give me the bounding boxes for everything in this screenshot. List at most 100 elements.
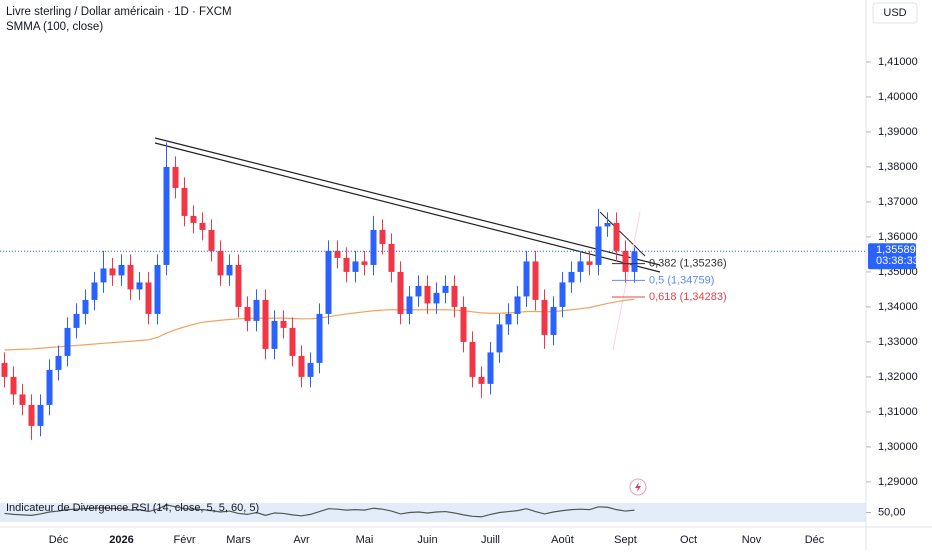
candle-body (163, 166, 170, 265)
candle-body (559, 282, 566, 307)
x-tick-label: Déc (805, 534, 825, 546)
x-tick-label: Juill (481, 534, 500, 546)
candle-body (343, 257, 350, 272)
candle-body (136, 282, 143, 290)
candle-body (55, 355, 62, 370)
candle-body (622, 250, 629, 272)
alert-icon-bolt[interactable] (635, 482, 641, 492)
x-tick-label: Oct (680, 534, 697, 546)
candle-body (397, 271, 404, 314)
candle-body (28, 404, 35, 426)
candle-body (370, 229, 377, 265)
candle-body (262, 299, 269, 349)
candle-body (280, 320, 287, 328)
candle-body (1, 362, 8, 377)
candle-body (172, 166, 179, 188)
candle-body (379, 229, 386, 244)
candle-body (208, 229, 215, 251)
symbol-title: Livre sterling / Dollar américain · 1D ·… (6, 6, 232, 18)
currency-button-label[interactable]: USD (883, 7, 906, 19)
candle-body (73, 313, 80, 328)
candle-body (226, 264, 233, 276)
candle-body (145, 282, 152, 314)
x-tick-label: Avr (293, 534, 310, 546)
y-tick-label: 1,39000 (878, 126, 918, 138)
x-tick-label: Déc (49, 534, 69, 546)
candle-body (352, 261, 359, 272)
candle-body (235, 264, 242, 307)
candle-body (82, 299, 89, 314)
candle-body (109, 268, 116, 276)
trendline (154, 137, 661, 266)
candle-body (487, 352, 494, 384)
candle-body (334, 250, 341, 258)
candle-body (100, 268, 107, 283)
candle-body (406, 296, 413, 314)
candle-body (271, 320, 278, 349)
fib-label: 0,618 (1,34283) (649, 291, 727, 303)
y-tick-label: 1,30000 (878, 441, 918, 453)
x-tick-label: Févr (174, 534, 196, 546)
y-tick-label: 1,32000 (878, 371, 918, 383)
price-tag (868, 243, 916, 270)
candle-body (217, 250, 224, 276)
candle-body (10, 376, 17, 395)
candle-body (46, 369, 53, 405)
x-tick-label: Mars (226, 534, 251, 546)
y-tick-label: 1,36000 (878, 231, 918, 243)
candle-body (532, 261, 539, 300)
y-tick-label: 1,34000 (878, 301, 918, 313)
x-tick-label: Juin (417, 534, 437, 546)
y-tick-label: 1,33000 (878, 336, 918, 348)
candle-body (316, 313, 323, 363)
candle-body (253, 299, 260, 321)
candle-body (541, 299, 548, 335)
x-tick-label: Mai (356, 534, 374, 546)
candle-body (325, 250, 332, 314)
rsi-line (4, 504, 635, 518)
candle-body (514, 296, 521, 314)
fib-label: 0,382 (1,35236) (649, 258, 727, 270)
fib-line (612, 211, 641, 351)
y-tick-label: 1,31000 (878, 406, 918, 418)
candle-body (64, 327, 71, 356)
candle-body (415, 285, 422, 297)
rsi-tick-label: 50,00 (878, 506, 906, 518)
candle-body (118, 264, 125, 276)
x-tick-label: Août (551, 534, 574, 546)
candle-body (298, 355, 305, 377)
y-tick-label: 1,37000 (878, 196, 918, 208)
candle-body (469, 341, 476, 377)
x-tick-label: 2026 (109, 534, 133, 546)
candle-body (307, 362, 314, 377)
y-tick-label: 1,41000 (878, 56, 918, 68)
candle-body (631, 251, 638, 272)
candle-body (595, 226, 602, 265)
fib-label: 0,5 (1,34759) (649, 274, 714, 286)
candle-body (451, 285, 458, 307)
y-tick-label: 1,29000 (878, 476, 918, 488)
rsi-title: Indicateur de Divergence RSI (14, close,… (6, 502, 259, 514)
trendline (154, 142, 661, 273)
candle-body (550, 306, 557, 335)
y-tick-label: 1,40000 (878, 91, 918, 103)
candle-body (190, 215, 197, 223)
y-tick-label: 1,38000 (878, 161, 918, 173)
price-tag-label: 1,35589 (876, 244, 916, 256)
candle-body (568, 271, 575, 283)
countdown-label: 03:38:33 (876, 255, 919, 267)
candle-body (586, 261, 593, 265)
indicator-label: SMMA (100, close) (6, 21, 103, 33)
candle-body (613, 222, 620, 251)
candle-body (37, 404, 44, 426)
candle-body (244, 306, 251, 321)
candle-body (433, 292, 440, 304)
candle-body (478, 376, 485, 384)
currency-button[interactable] (872, 2, 918, 24)
candle-body (289, 327, 296, 356)
candle-body (523, 261, 530, 297)
candle-body (604, 222, 611, 227)
x-tick-label: Sept (614, 534, 637, 546)
candle-body (442, 285, 449, 293)
